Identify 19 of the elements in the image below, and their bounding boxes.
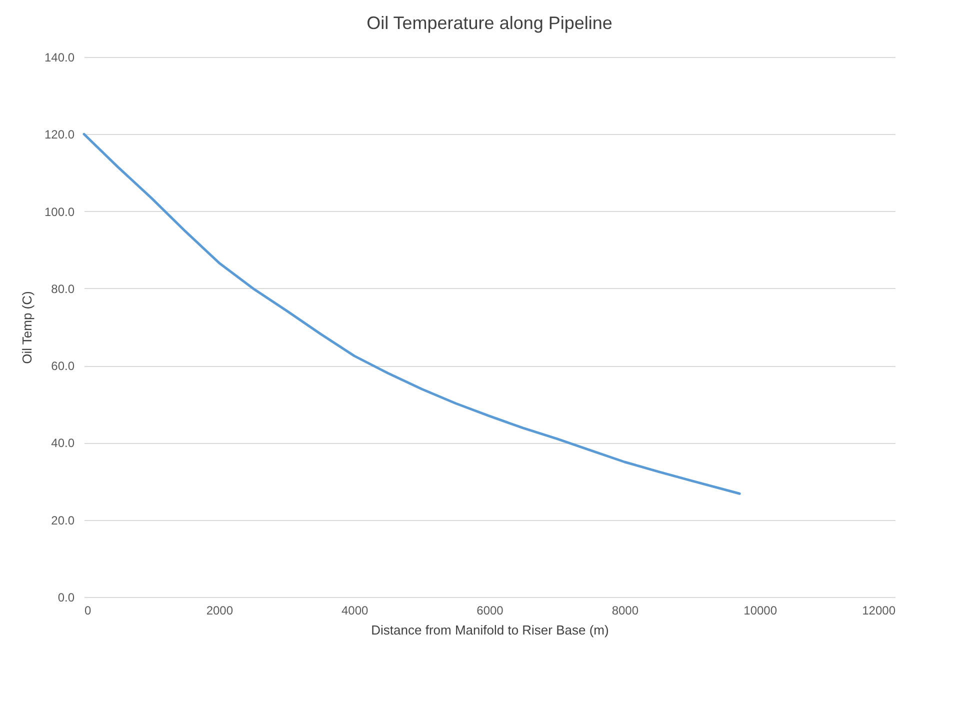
y-tick-label: 0.0	[58, 590, 75, 604]
y-tick-label: 80.0	[51, 282, 75, 296]
x-tick-label: 2000	[206, 604, 234, 618]
x-tick-label: 12000	[862, 604, 896, 618]
line-series	[82, 132, 741, 495]
chart-title: Oil Temperature along Pipeline	[366, 13, 612, 33]
y-tick-label: 120.0	[44, 128, 75, 142]
y-tick-label: 100.0	[44, 204, 75, 219]
y-tick-label: 60.0	[51, 359, 75, 374]
x-tick-label: 0	[84, 604, 92, 618]
x-tick-label: 4000	[341, 604, 369, 618]
y-tick-label: 140.0	[44, 50, 75, 64]
y-tick-label: 20.0	[51, 513, 75, 528]
y-tick-label: 40.0	[51, 436, 75, 450]
x-tick-label: 6000	[476, 604, 504, 618]
x-axis-title: Distance from Manifold to Riser Base (m)	[371, 622, 609, 638]
y-axis-title: Oil Temp (C)	[19, 291, 34, 364]
x-tick-label: 8000	[612, 604, 639, 618]
x-tick-label: 10000	[744, 604, 778, 618]
